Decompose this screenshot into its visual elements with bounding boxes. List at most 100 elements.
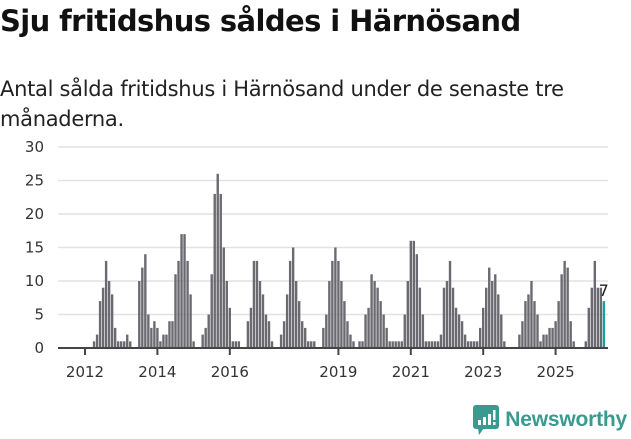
bar [219,193,222,348]
bar [264,314,268,348]
bar [469,341,473,348]
bar [116,341,120,348]
bar [234,341,238,348]
bar [394,341,397,348]
bar [201,334,204,348]
chart-subtitle: Antal sålda fritidshus i Härnösand under… [0,77,564,131]
y-tick-label: 10 [25,272,44,290]
bar [104,260,108,348]
brand-name: Newsworthy [505,408,627,431]
bar [364,314,367,348]
bar [343,301,346,348]
bar [572,341,575,348]
x-tick-label: 2019 [319,363,357,381]
y-tick-label: 15 [25,239,44,257]
bar [454,307,458,348]
bar [478,327,482,348]
bar [216,173,219,348]
bar [144,254,147,348]
bar [361,341,364,348]
bar [150,327,153,348]
bar [433,341,437,348]
last-value-label: 7 [599,281,609,300]
bar [258,281,262,348]
bar [225,281,228,348]
bar [539,341,542,348]
bar [466,341,470,348]
bar-chart-speech-bubble-icon [473,405,500,435]
bar [129,341,132,348]
bar [358,341,361,348]
bar [482,307,485,348]
bar [228,307,231,348]
bar [210,274,213,348]
bar [346,321,349,348]
bar [168,321,171,348]
bar [162,334,165,348]
bar [524,301,527,348]
x-tick-label: 2012 [66,363,104,381]
bar [331,260,334,348]
bar [207,314,210,348]
bar [593,260,597,348]
bar [569,321,572,348]
bar [349,334,352,348]
bar [183,234,186,348]
bar [159,341,162,348]
bar [189,294,192,348]
bar [282,321,286,348]
x-tick-label: 2014 [138,363,176,381]
bar [301,321,304,348]
bar [322,327,325,348]
bar [138,281,141,348]
bar [285,294,289,348]
bar [551,327,554,348]
bar [436,341,440,348]
x-tick-label: 2023 [464,363,502,381]
bar [554,321,557,348]
bar [126,334,129,348]
bar [328,281,331,348]
bar [192,341,195,348]
bar [448,260,452,348]
highlighted-bar [602,301,606,348]
bar [267,321,271,348]
bar [430,341,434,348]
bar [291,247,295,348]
bar [213,193,216,348]
bar-chart: 0 5 10 15 20 25 30 7 2012 2014 2016 2019 2021 2023 202… [0,130,631,390]
bar [518,334,521,348]
bar [388,341,391,348]
bar [279,334,283,348]
x-tick-label: 2016 [211,363,249,381]
bar [373,281,376,348]
bar [497,294,500,348]
bar [415,254,419,348]
bar [397,341,400,348]
y-tick-label: 30 [25,138,44,156]
bar [204,327,207,348]
y-tick-label: 25 [25,172,44,190]
bar [313,341,316,348]
bar [113,327,117,348]
bar [584,341,587,348]
bar [382,314,385,348]
bar [548,327,551,348]
bar [542,334,545,348]
bar [180,234,183,348]
y-tick-label: 5 [34,306,44,324]
bar [325,314,328,348]
bar [418,287,422,348]
bar [566,267,569,348]
bar [409,240,412,348]
bar [427,341,431,348]
y-tick-label: 20 [25,205,44,223]
bar [445,281,449,348]
bar [367,307,370,348]
bar [340,281,343,348]
bar [391,341,394,348]
bar [563,260,566,348]
bar [488,267,491,348]
bar [370,274,373,348]
bar [310,341,313,348]
